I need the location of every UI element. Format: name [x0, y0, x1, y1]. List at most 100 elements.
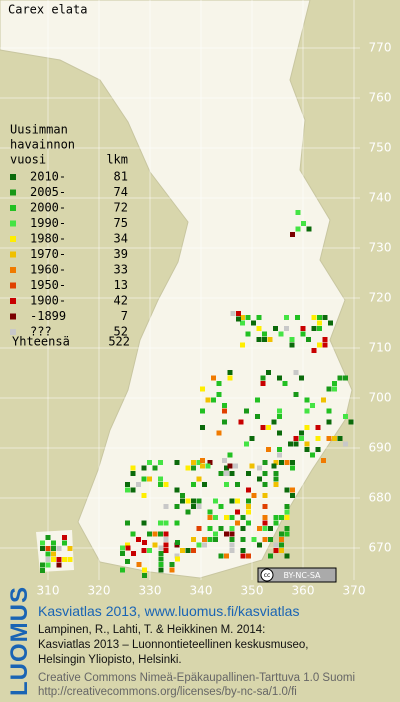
observation	[218, 504, 224, 509]
link[interactable]: Kasviatlas 2013, www.luomus.fi/kasviatla…	[38, 603, 300, 619]
observation	[257, 542, 262, 548]
observation	[343, 375, 348, 381]
observation	[51, 546, 56, 551]
observation	[293, 441, 299, 447]
observation	[202, 537, 207, 542]
legend-count: 33	[114, 263, 128, 277]
observation	[277, 375, 282, 381]
observation	[222, 458, 227, 463]
observation	[279, 531, 284, 537]
x-label: 360	[292, 584, 315, 598]
observation	[246, 498, 251, 504]
observation	[284, 326, 289, 331]
observation	[273, 471, 279, 476]
observation	[142, 567, 147, 573]
legend-swatch	[10, 220, 16, 227]
observation	[213, 515, 218, 520]
legend-col-header: vuosi	[10, 153, 46, 167]
legend-count: 39	[114, 247, 128, 261]
observation	[158, 520, 163, 526]
observation	[227, 452, 233, 458]
observation	[262, 526, 268, 531]
legend-col-header: lkm	[106, 153, 128, 167]
observation	[315, 436, 321, 441]
observation	[191, 498, 196, 504]
grid: 770 760 750 740 730 720 710 700 690 680 670 310 320 3…	[0, 0, 391, 598]
legend-swatch	[10, 298, 16, 304]
observation	[45, 557, 51, 562]
brand: LUOMUS	[6, 586, 33, 696]
observation	[51, 557, 56, 562]
observation	[120, 551, 125, 556]
observation	[142, 540, 147, 545]
observation	[202, 482, 207, 487]
observation	[169, 567, 175, 573]
legend-swatch	[10, 236, 16, 242]
observation	[322, 337, 328, 342]
observation	[222, 408, 227, 414]
observation	[251, 537, 257, 542]
observation	[233, 463, 238, 469]
title: Carex elata	[8, 3, 87, 17]
observation	[229, 531, 235, 537]
observation	[213, 537, 218, 542]
observation	[120, 567, 125, 573]
observation	[257, 476, 262, 482]
observation	[260, 381, 266, 386]
license-line: Creative Commons Nimeä-Epäkaupallinen-Ta…	[38, 672, 356, 684]
observation	[196, 476, 202, 482]
observation	[163, 482, 169, 487]
observation	[273, 548, 279, 553]
observation	[332, 386, 337, 392]
observation	[262, 515, 268, 520]
observation	[222, 419, 227, 425]
observation	[273, 542, 279, 548]
observation	[282, 381, 288, 386]
observation	[326, 436, 332, 441]
observation	[322, 315, 328, 320]
observation	[277, 430, 282, 436]
legend-label: 2005-	[30, 185, 66, 199]
legend-count: 74	[114, 185, 128, 199]
observation	[180, 493, 185, 498]
observation	[174, 460, 180, 465]
observation	[142, 573, 147, 578]
observation	[224, 531, 229, 537]
observation	[174, 487, 180, 493]
observation	[131, 551, 136, 556]
observation	[279, 460, 284, 465]
observation	[343, 441, 348, 447]
observation	[45, 535, 51, 540]
legend-label: -1899	[30, 309, 66, 323]
observation	[301, 221, 306, 226]
observation	[249, 463, 255, 469]
legend-count: 42	[114, 294, 128, 308]
observation	[163, 531, 169, 537]
observation	[180, 548, 185, 553]
observation	[246, 520, 251, 526]
observation	[227, 375, 233, 381]
observation	[224, 515, 229, 520]
observation	[257, 526, 262, 531]
observation	[40, 546, 45, 551]
observation	[40, 562, 45, 568]
observation	[304, 425, 310, 430]
observation	[246, 487, 251, 493]
observation	[141, 493, 147, 498]
observation	[273, 476, 279, 482]
observation	[236, 316, 241, 322]
observation	[295, 210, 301, 215]
observation	[277, 447, 282, 452]
x-label: 330	[139, 584, 162, 598]
observation	[158, 531, 163, 537]
observation	[260, 375, 266, 381]
observation	[200, 458, 205, 463]
observation	[315, 447, 321, 452]
observation	[255, 397, 260, 403]
observation	[152, 542, 158, 548]
y-label: 680	[369, 491, 392, 505]
observation	[300, 331, 306, 337]
observation	[174, 520, 180, 526]
observation	[130, 471, 136, 476]
